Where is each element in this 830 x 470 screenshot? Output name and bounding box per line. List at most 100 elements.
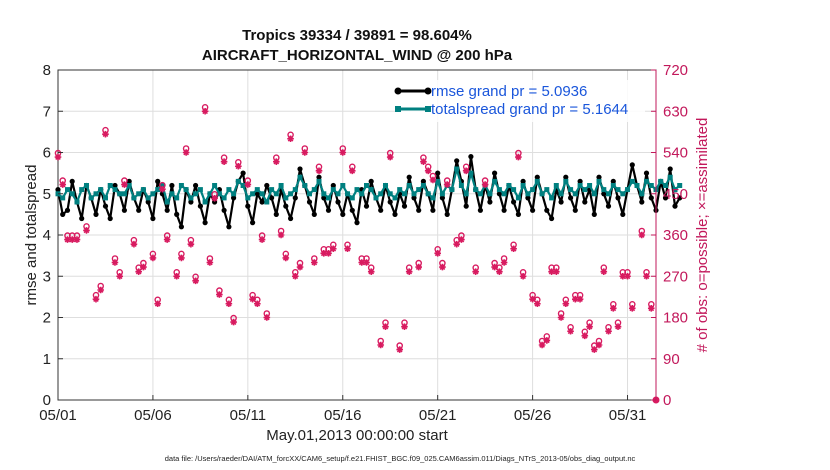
obs-assimilated-marker: [329, 245, 337, 253]
rmse-point: [643, 170, 650, 176]
obs-assimilated-marker: [496, 268, 503, 275]
obs-assimilated-marker: [382, 323, 389, 330]
obs-assimilated-marker: [534, 300, 541, 308]
rmse-point: [155, 178, 161, 184]
rmse-point: [572, 207, 578, 213]
obs-assimilated-marker: [287, 135, 294, 143]
footer-data-file: data file: /Users/raeder/DAI/ATM_forcXX/…: [165, 454, 636, 463]
totalspread-point: [226, 187, 232, 193]
totalspread-point: [326, 195, 331, 201]
obs-assimilated-marker: [472, 268, 479, 275]
obs-assimilated-marker: [235, 162, 242, 170]
totalspread-point: [501, 191, 507, 197]
totalspread-point: [496, 187, 502, 193]
rmse-point: [444, 211, 450, 217]
totalspread-point: [297, 174, 303, 180]
obs-assimilated-marker: [358, 259, 366, 266]
obs-assimilated-marker: [130, 240, 138, 248]
rmse-point: [501, 207, 507, 213]
obs-assimilated-marker: [182, 149, 190, 156]
rmse-point: [477, 207, 483, 213]
totalspread-point: [221, 195, 227, 201]
obs-assimilated-marker: [320, 250, 328, 257]
rmse-point: [136, 207, 142, 213]
obs-assimilated-marker: [595, 341, 603, 349]
rmse-point: [496, 191, 502, 197]
totalspread-point: [207, 191, 213, 197]
totalspread-point: [544, 187, 550, 193]
obs-assimilated-marker: [244, 181, 252, 188]
totalspread-point: [411, 191, 417, 197]
rmse-point: [288, 215, 294, 222]
rmse-point: [174, 211, 180, 217]
obs-assimilated-marker: [254, 300, 261, 308]
totalspread-point: [639, 191, 645, 197]
totalspread-point: [477, 191, 483, 197]
obs-assimilated-marker: [339, 149, 347, 156]
rmse-point: [520, 178, 526, 184]
totalspread-point: [93, 191, 99, 197]
obs-assimilated-marker: [429, 176, 437, 184]
rmse-point: [662, 195, 669, 201]
totalspread-point: [178, 183, 184, 188]
obs-assimilated-marker: [211, 195, 218, 202]
obs-assimilated-marker: [624, 272, 631, 280]
legend-spread-marker-b: [425, 106, 431, 112]
obs-assimilated-marker: [638, 231, 646, 239]
totalspread-point: [159, 183, 165, 188]
gridlines: [57, 69, 656, 401]
obs-assimilated-marker: [548, 268, 555, 275]
rmse-point: [202, 220, 208, 226]
rmse-point: [316, 174, 322, 180]
rmse-point: [406, 174, 412, 180]
rmse-point: [112, 182, 118, 189]
rmse-point: [558, 199, 564, 205]
rmse-point: [79, 215, 85, 222]
obs-assimilated-marker: [586, 323, 593, 330]
y-tick-label: 7: [43, 103, 51, 120]
legend-spread-label: totalspread grand pr = 5.1644: [431, 101, 628, 118]
legend-spread-marker-a: [395, 106, 401, 112]
obs-assimilated-marker: [439, 263, 446, 271]
obs-assimilated-marker: [453, 240, 460, 248]
totalspread-point: [506, 183, 512, 188]
obs-assimilated-marker: [263, 314, 271, 321]
rmse-point: [605, 203, 612, 209]
totalspread-point: [591, 191, 597, 197]
totalspread-point: [107, 183, 113, 188]
totalspread-point: [620, 191, 626, 197]
totalspread-point: [60, 195, 66, 201]
obs-assimilated-marker: [434, 250, 441, 257]
rmse-point: [64, 207, 71, 213]
rmse-point: [273, 211, 279, 217]
y-right-tick-label: 360: [663, 227, 688, 244]
rmse-point: [178, 224, 184, 230]
totalspread-point: [216, 191, 222, 197]
totalspread-point: [572, 191, 578, 197]
obs-assimilated-marker: [258, 236, 266, 243]
obs-assimilated-marker: [301, 149, 309, 156]
rmse-point: [325, 207, 332, 213]
totalspread-point: [292, 187, 298, 193]
obs-assimilated-marker: [377, 341, 385, 349]
rmse-point: [563, 174, 569, 180]
obs-assimilated-marker: [405, 268, 413, 275]
obs-assimilated-marker: [538, 341, 546, 349]
obs-assimilated-marker: [220, 158, 228, 165]
y-tick-label: 8: [43, 62, 51, 79]
obs-assimilated-marker: [187, 240, 195, 248]
totalspread-point: [155, 187, 161, 193]
obs-assimilated-marker: [614, 323, 622, 330]
totalspread-point: [245, 195, 251, 201]
totalspread-point: [88, 195, 94, 201]
totalspread-point: [563, 178, 569, 184]
obs-assimilated-marker: [192, 277, 199, 285]
totalspread-point: [235, 178, 241, 184]
obs-assimilated-marker: [315, 167, 323, 175]
totalspread-point: [596, 178, 602, 184]
rmse-point: [368, 178, 374, 184]
rmse-point: [416, 207, 422, 213]
totalspread-point: [269, 187, 275, 193]
x-tick-label: 05/01: [39, 407, 77, 424]
totalspread-point: [458, 183, 464, 188]
